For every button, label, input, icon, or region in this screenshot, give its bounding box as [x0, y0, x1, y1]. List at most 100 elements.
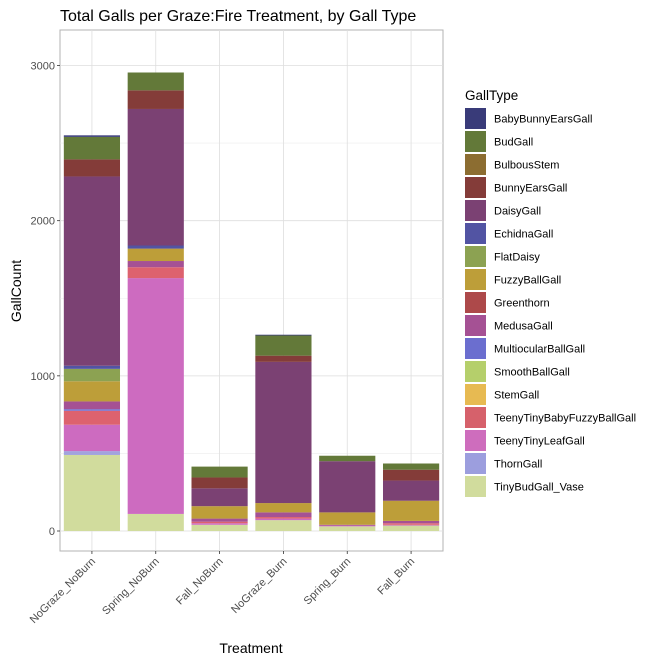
legend-swatch	[465, 430, 486, 451]
x-axis-title: Treatment	[219, 640, 282, 656]
bar-stack	[191, 466, 248, 531]
bar-segment	[63, 401, 121, 410]
legend-label: Greenthorn	[494, 298, 550, 310]
legend-swatch	[465, 384, 486, 405]
bar-segment	[382, 520, 440, 524]
bar-segment	[63, 176, 121, 366]
bar-segment	[319, 525, 376, 527]
legend-swatch	[465, 269, 486, 290]
legend-label: TeenyTinyBabyFuzzyBallGall	[494, 413, 636, 425]
legend-swatch	[465, 315, 486, 336]
bar-segment	[191, 488, 248, 507]
legend-label: BudGall	[494, 137, 533, 149]
legend-item: DaisyGall	[465, 200, 541, 221]
x-tick-label: Spring_NoBurn	[100, 556, 162, 618]
legend-item: TeenyTinyBabyFuzzyBallGall	[465, 407, 636, 428]
bar-segment	[63, 365, 121, 369]
legend-item: TinyBudGall_Vase	[465, 476, 584, 497]
bar-segment	[382, 469, 440, 481]
y-axis-ticks: 0 1000 2000 3000	[31, 61, 60, 538]
x-axis-ticks: NoGraze_NoBurn Spring_NoBurn Fall_NoBurn No…	[28, 551, 417, 626]
legend-item: Greenthorn	[465, 292, 550, 313]
bar-segment	[191, 523, 248, 525]
bar-segment	[127, 513, 184, 531]
bar-segment	[382, 525, 440, 531]
bar-segment	[63, 409, 121, 411]
legend-swatch	[465, 154, 486, 175]
bar-stack	[63, 135, 121, 531]
bar-segment	[191, 506, 248, 519]
y-tick-label: 0	[49, 526, 55, 538]
bar-segment	[127, 245, 184, 249]
bar-segment	[382, 480, 440, 501]
chart-title: Total Galls per Graze:Fire Treatment, by…	[60, 8, 416, 25]
legend-label: FlatDaisy	[494, 252, 540, 264]
legend-item: ThornGall	[465, 453, 542, 474]
bar-segment	[191, 521, 248, 524]
x-tick-label: Spring_Burn	[302, 556, 354, 608]
legend-title: GallType	[465, 88, 518, 103]
bar-segment	[127, 90, 184, 109]
bars	[63, 72, 440, 531]
legend-label: BunnyEarsGall	[494, 183, 567, 195]
bar-segment	[127, 248, 184, 262]
legend-label: MedusaGall	[494, 321, 553, 333]
bar-segment	[63, 410, 121, 425]
bar-segment	[319, 455, 376, 462]
bar-segment	[191, 477, 248, 489]
legend-swatch	[465, 108, 486, 129]
legend-label: SmoothBallGall	[494, 367, 570, 379]
bar-segment	[191, 466, 248, 478]
legend-item: FuzzyBallGall	[465, 269, 561, 290]
legend-label: TinyBudGall_Vase	[494, 482, 584, 494]
legend-swatch	[465, 476, 486, 497]
bar-segment	[63, 136, 121, 160]
bar-segment	[255, 517, 312, 519]
bar-segment	[382, 524, 440, 526]
y-tick-label: 2000	[31, 216, 55, 228]
bar-segment	[382, 500, 440, 521]
x-tick-label: Fall_NoBurn	[174, 556, 226, 608]
y-tick-label: 3000	[31, 61, 55, 73]
bar-segment	[255, 512, 312, 518]
bar-segment	[127, 267, 184, 279]
legend: GallType BabyBunnyEarsGall BudGall Bulbous…	[465, 88, 636, 497]
bar-segment	[255, 503, 312, 513]
bar-segment	[191, 518, 248, 522]
bar-segment	[319, 461, 376, 513]
legend-swatch	[465, 200, 486, 221]
legend-item: MedusaGall	[465, 315, 553, 336]
bar-segment	[255, 518, 312, 521]
legend-label: StemGall	[494, 390, 539, 402]
legend-swatch	[465, 292, 486, 313]
bar-stack	[255, 334, 312, 531]
bar-segment	[63, 454, 121, 531]
bar-segment	[255, 355, 312, 362]
legend-swatch	[465, 453, 486, 474]
bar-stack	[319, 455, 376, 531]
x-tick-label: NoGraze_NoBurn	[28, 556, 98, 626]
legend-swatch	[465, 223, 486, 244]
legend-label: TeenyTinyLeafGall	[494, 436, 585, 448]
legend-swatch	[465, 338, 486, 359]
y-tick-label: 1000	[31, 371, 55, 383]
plot-panel	[59, 29, 444, 552]
legend-label: ThornGall	[494, 459, 542, 471]
bar-segment	[127, 261, 184, 268]
legend-item: BulbousStem	[465, 154, 559, 175]
legend-label: EchidnaGall	[494, 229, 553, 241]
plot-area: 0 1000 2000 3000 NoGraze_NoBurn Spring_NoBur…	[28, 29, 444, 626]
bar-segment	[319, 512, 376, 525]
legend-label: BulbousStem	[494, 160, 559, 172]
bar-segment	[63, 159, 121, 177]
x-tick-label: Fall_Burn	[375, 556, 417, 598]
x-tick-label: NoGraze_Burn	[229, 556, 289, 616]
legend-swatch	[465, 177, 486, 198]
bar-segment	[127, 278, 184, 514]
bar-stack	[127, 72, 184, 531]
bar-segment	[127, 72, 184, 91]
legend-item: SmoothBallGall	[465, 361, 570, 382]
legend-item: MultiocularBallGall	[465, 338, 585, 359]
legend-item: EchidnaGall	[465, 223, 553, 244]
